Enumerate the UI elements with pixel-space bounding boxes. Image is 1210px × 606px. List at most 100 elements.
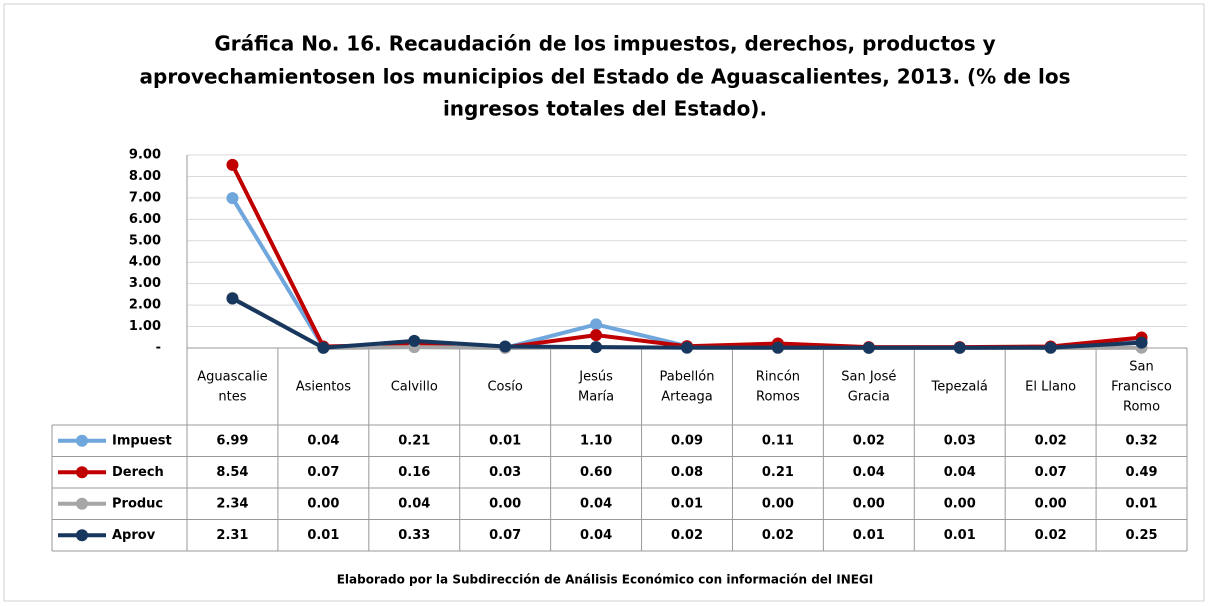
x-tick-label-line: Rincón [756, 369, 800, 384]
x-tick-label: Asientos [296, 379, 352, 394]
legend-marker [76, 497, 88, 510]
x-tick-label: Tepezalá [931, 379, 988, 394]
legend-label: Derech [112, 465, 164, 480]
data-label: 0.32 [1126, 433, 1158, 448]
data-label: 0.04 [398, 496, 430, 511]
data-point [590, 318, 603, 331]
data-label: 0.02 [853, 433, 885, 448]
x-tick-label-line: San José [841, 369, 896, 384]
data-label: 0.07 [1035, 465, 1067, 480]
data-label: 0.00 [944, 496, 976, 511]
data-label: 0.04 [580, 528, 612, 543]
data-label: 0.00 [1035, 496, 1067, 511]
data-label: 0.02 [1035, 528, 1067, 543]
x-tick-label-line: ntes [218, 389, 246, 404]
data-label: 1.10 [580, 433, 612, 448]
data-label: 0.01 [944, 528, 976, 543]
x-tick-label-line: San [1129, 359, 1153, 374]
y-tick-label: 3.00 [129, 276, 161, 291]
y-tick-label: 9.00 [129, 148, 161, 163]
data-label: 0.01 [671, 496, 703, 511]
x-tick-label-line: Tepezalá [931, 379, 988, 394]
data-label: 0.04 [853, 465, 885, 480]
y-tick-label: 1.00 [129, 319, 161, 334]
data-label: 0.60 [580, 465, 612, 480]
data-label: 8.54 [216, 465, 248, 480]
y-tick-label: - [156, 341, 161, 356]
data-label: 0.03 [489, 465, 521, 480]
x-tick-label-line: Romos [756, 389, 800, 404]
data-label: 0.02 [762, 528, 794, 543]
y-tick-label: 6.00 [129, 212, 161, 227]
x-tick-label: Rincón Romos [756, 369, 800, 404]
data-label: 0.02 [1035, 433, 1067, 448]
data-label: 0.00 [762, 496, 794, 511]
x-tick-label-line: Francisco [1111, 379, 1172, 394]
x-tick-label-line: Pabellón [660, 369, 715, 384]
x-tick-label: Pabellón Arteaga [660, 369, 715, 404]
data-label: 0.09 [671, 433, 703, 448]
data-label: 0.00 [307, 496, 339, 511]
data-point [771, 341, 784, 354]
data-point [1044, 341, 1057, 354]
data-point [953, 341, 966, 354]
x-tick-label-line: María [578, 389, 614, 404]
x-tick-label: San Francisco Romo [1111, 359, 1172, 414]
data-label: 0.01 [853, 528, 885, 543]
data-point [408, 334, 421, 347]
data-label: 6.99 [216, 433, 248, 448]
data-label: 0.00 [489, 496, 521, 511]
data-point [317, 341, 330, 354]
data-label: 0.25 [1126, 528, 1158, 543]
x-tick-label-line: Cosío [487, 379, 522, 394]
data-label: 0.00 [853, 496, 885, 511]
x-tick-label: El Llano [1025, 379, 1076, 394]
legend-marker [76, 434, 88, 447]
data-point [862, 341, 875, 354]
chart-title: ingresos totales del Estado). [443, 97, 767, 121]
x-tick-label: Calvillo [391, 379, 438, 394]
data-point [226, 192, 239, 205]
data-label: 0.07 [489, 528, 521, 543]
data-point [590, 341, 603, 354]
footer: Elaborado por la Subdirección de Análisi… [337, 573, 874, 587]
data-label: 0.04 [580, 496, 612, 511]
data-label: 0.04 [944, 465, 976, 480]
data-label: 0.49 [1126, 465, 1158, 480]
y-tick-label: 8.00 [129, 169, 161, 184]
data-label: 0.33 [398, 528, 430, 543]
y-tick-label: 2.00 [129, 298, 161, 313]
legend-marker [76, 466, 88, 479]
y-tick-label: 4.00 [129, 255, 161, 270]
y-tick-label: 5.00 [129, 233, 161, 248]
chart-border [3, 3, 1205, 602]
x-tick-label-line: Aguascalie [197, 369, 267, 384]
data-point [226, 158, 239, 171]
x-tick-label-line: Asientos [296, 379, 352, 394]
x-tick-label: Aguascalie ntes [197, 369, 267, 404]
x-tick-label-line: Arteaga [661, 389, 713, 404]
legend-marker [76, 529, 88, 542]
data-label: 2.31 [216, 528, 248, 543]
data-point [1135, 336, 1148, 349]
x-tick-label: Jesús María [578, 369, 614, 404]
data-label: 0.01 [1126, 496, 1158, 511]
data-point [590, 329, 603, 342]
data-label: 0.03 [944, 433, 976, 448]
data-label: 0.07 [307, 465, 339, 480]
data-label: 0.02 [671, 528, 703, 543]
data-label: 0.16 [398, 465, 430, 480]
y-tick-label: 7.00 [129, 190, 161, 205]
x-tick-label: San José Gracia [841, 369, 896, 404]
data-label: 0.11 [762, 433, 794, 448]
data-point [499, 340, 512, 353]
x-tick-label-line: Gracia [848, 389, 890, 404]
x-tick-label: Cosío [487, 379, 522, 394]
x-tick-label-line: Jesús [578, 369, 613, 384]
data-label: 0.21 [762, 465, 794, 480]
data-point [681, 341, 693, 354]
chart-title: aprovechamientosen los municipios del Es… [140, 65, 1071, 89]
legend-label: Impuest [112, 433, 172, 448]
data-label: 0.01 [489, 433, 521, 448]
